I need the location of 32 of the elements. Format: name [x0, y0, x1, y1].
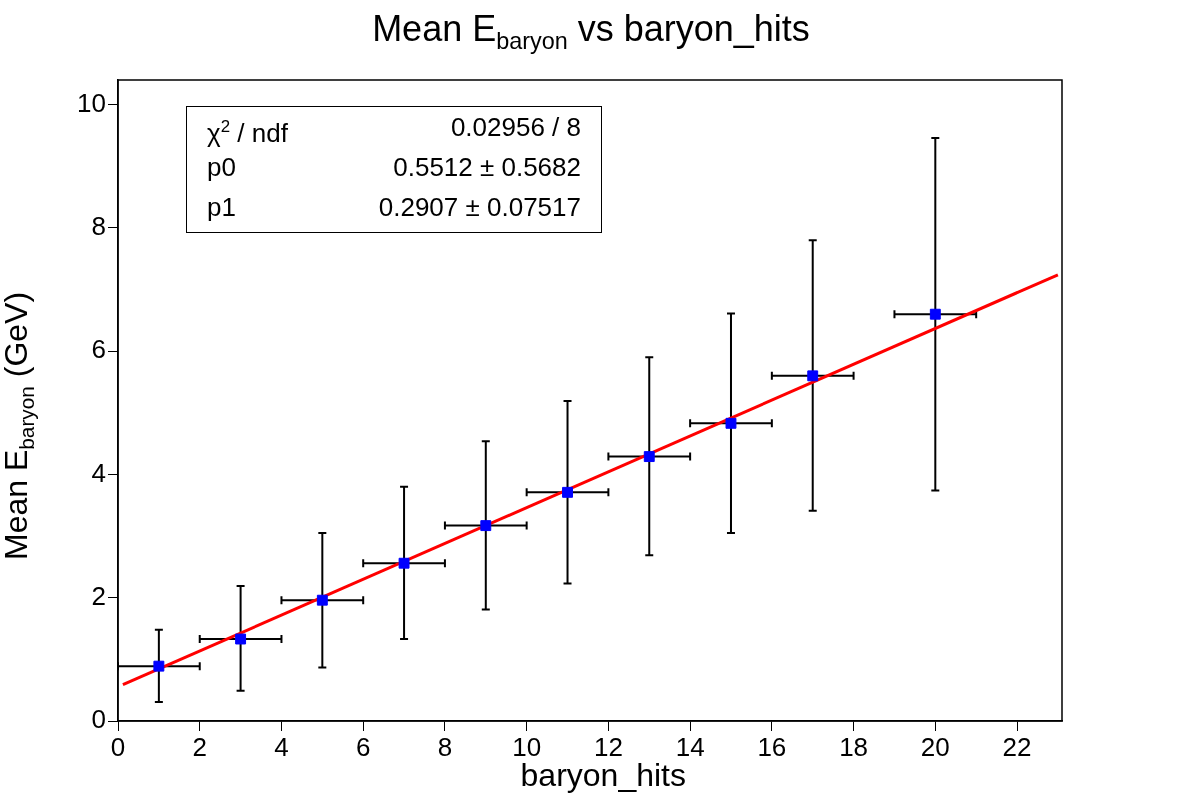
x-tick-label: 22: [1002, 731, 1032, 762]
annotation: 0.02956 / 8: [450, 111, 581, 144]
x-tick-label: 0: [110, 731, 126, 762]
y-tick-label: 6: [91, 334, 106, 365]
annotation: p1: [207, 191, 236, 224]
x-tick-label: 20: [920, 731, 950, 762]
y-tick-label: 4: [91, 457, 106, 488]
annotation: χ$^{2}$ / ndf: [207, 116, 288, 148]
point: [480, 520, 492, 532]
chart-title: Mean E$_{baryon}$ vs baryon_hits: [371, 8, 811, 56]
y-tick-label: 2: [91, 580, 106, 611]
x-tick-label: 4: [274, 731, 289, 762]
x-tick-label: 8: [437, 731, 453, 762]
y-tick-label: 8: [91, 211, 106, 242]
point: [929, 308, 941, 320]
point: [235, 633, 247, 645]
point: [562, 486, 573, 498]
point: [643, 451, 655, 463]
x-tick-label: 2: [192, 731, 207, 762]
point: [725, 417, 737, 429]
y-tick-label: 10: [77, 87, 106, 118]
annotation: p0: [207, 151, 236, 184]
annotation: 0.2907 ± 0.07517: [378, 191, 581, 224]
x-tick-label: 6: [355, 731, 371, 762]
point: [316, 594, 328, 606]
point: [807, 370, 819, 382]
annotation: 0.5512 ± 0.5682: [393, 151, 581, 184]
point: [398, 557, 410, 569]
point: [153, 660, 165, 672]
x-tick-label: 16: [757, 731, 787, 762]
x-tick-label: 18: [839, 731, 869, 762]
y-tick-label: 0: [91, 704, 106, 735]
